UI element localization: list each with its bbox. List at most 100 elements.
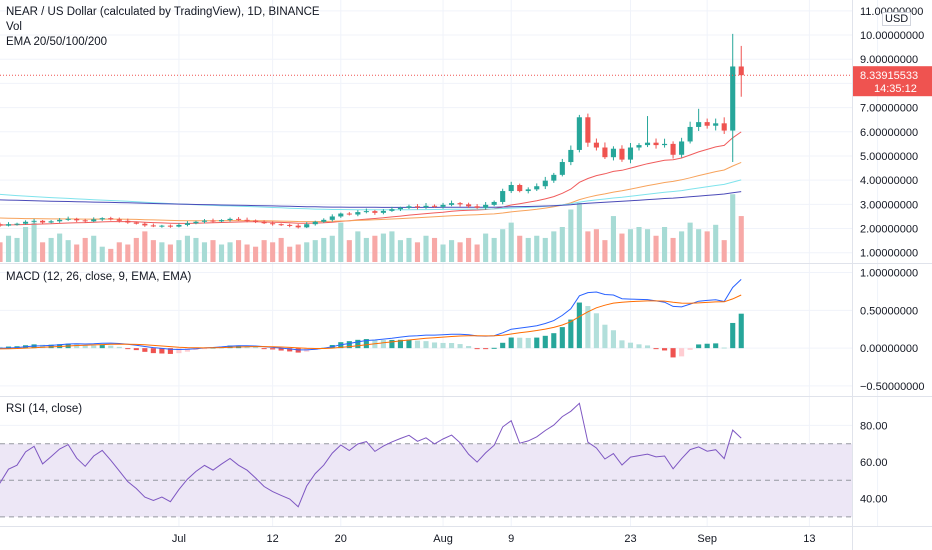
candle-body	[372, 211, 378, 213]
candle-body	[270, 223, 276, 225]
candle-body	[662, 143, 668, 146]
macd-histogram-bar	[704, 343, 710, 349]
macd-histogram-bar	[593, 313, 599, 349]
macd-histogram-bar	[184, 348, 190, 352]
volume-bar	[431, 237, 438, 262]
candle-body	[627, 147, 634, 160]
candle-body	[338, 213, 344, 217]
volume-bar	[610, 216, 616, 262]
macd-histogram-bar	[287, 348, 293, 352]
volume-bar	[363, 237, 369, 262]
macd-histogram-bar	[721, 347, 727, 349]
candle-body	[525, 189, 531, 192]
candle-body	[593, 142, 599, 148]
volume-bar	[738, 216, 744, 262]
macd-histogram-bar	[713, 343, 719, 349]
candle-body	[619, 148, 625, 160]
volume-bar	[619, 233, 625, 262]
candle-body	[304, 224, 310, 228]
volume-bar	[321, 237, 327, 262]
volume-bar	[14, 237, 20, 262]
macd-line	[0, 279, 742, 351]
ema-200-line	[0, 191, 742, 208]
volume-bar	[593, 229, 599, 262]
candle-body	[636, 145, 642, 148]
macd-histogram-bar	[679, 348, 685, 357]
candle-body	[312, 221, 318, 225]
candle-body	[466, 204, 472, 207]
volume-bar	[261, 240, 267, 262]
volume-bar	[627, 229, 634, 262]
ema-legend[interactable]: EMA 20/50/100/200	[6, 36, 108, 48]
macd-histogram-bar	[474, 348, 480, 350]
macd-legend[interactable]: MACD (12, 26, close, 9, EMA, EMA)	[6, 270, 191, 285]
candle-body	[380, 210, 386, 213]
candlesticks[interactable]	[0, 33, 744, 231]
macd-histogram-bar	[662, 348, 668, 351]
macd-histogram-bar	[568, 319, 574, 349]
candle-body	[201, 220, 208, 222]
time-axis-label: Sep	[697, 533, 717, 545]
vol-legend[interactable]: Vol	[6, 21, 22, 33]
macd-histogram-bar	[167, 348, 173, 354]
macd-histogram-bar	[457, 344, 463, 349]
volume-bar	[159, 242, 165, 262]
macd-histogram-bar	[670, 348, 676, 358]
macd-histogram-bar	[278, 348, 284, 351]
rsi-axis-label: 80.00	[860, 420, 888, 432]
candle-body	[236, 218, 242, 220]
candle-body	[363, 211, 369, 213]
volume-bar	[380, 233, 386, 262]
candle-body	[730, 66, 736, 131]
candle-body	[142, 223, 148, 226]
volume-bar	[653, 235, 659, 262]
volume-bar	[108, 248, 114, 262]
macd-histogram-bar	[576, 302, 582, 349]
volume-bar	[278, 237, 284, 262]
rsi-legend[interactable]: RSI (14, close)	[6, 402, 82, 417]
candle-body	[397, 207, 403, 210]
candle-body	[414, 206, 421, 208]
candle-body	[65, 218, 71, 220]
macd-histogram-bar	[602, 324, 608, 349]
candle-body	[91, 219, 97, 222]
volume-bar	[483, 233, 489, 262]
volume-bar	[542, 237, 548, 262]
volume-bar	[270, 242, 276, 262]
candle-body	[193, 221, 199, 224]
candle-body	[40, 220, 46, 223]
volume-bar	[679, 231, 685, 262]
macd-histogram-bar	[380, 340, 386, 349]
volume-bar	[312, 240, 318, 262]
currency-button[interactable]: USD	[882, 12, 912, 26]
volume-bar	[508, 222, 514, 262]
volume-bar	[116, 242, 122, 262]
price-axis-label: 2.00000000	[860, 224, 918, 236]
macd-histogram-bar	[82, 345, 88, 349]
macd-axis-label: 0.00000000	[860, 343, 918, 355]
candle-body	[483, 204, 489, 208]
symbol-title[interactable]: NEAR / US Dollar (calculated by TradingV…	[6, 6, 320, 18]
macd-histogram-bar	[363, 339, 369, 349]
macd-histogram-bar	[466, 346, 472, 349]
candle-body	[517, 185, 523, 192]
volume-bar	[355, 231, 361, 262]
candle-body	[559, 162, 565, 175]
volume-bar	[57, 233, 63, 262]
candle-body	[721, 123, 727, 131]
macd-histogram-bar	[270, 348, 276, 350]
candle-body	[14, 223, 20, 225]
price-axis-label: 1.00000000	[860, 248, 918, 260]
volume-bar	[295, 244, 301, 262]
macd-histogram-bar	[397, 339, 403, 349]
macd-histogram-bar	[534, 337, 540, 349]
volume-bar	[440, 244, 446, 262]
volume-bar	[287, 246, 293, 262]
macd-histogram-bar	[730, 322, 736, 349]
candle-body	[287, 224, 293, 226]
candle-body	[687, 126, 693, 142]
volume-bar	[670, 237, 676, 262]
volume-bar	[466, 237, 472, 262]
macd-histogram-bar	[74, 344, 80, 349]
